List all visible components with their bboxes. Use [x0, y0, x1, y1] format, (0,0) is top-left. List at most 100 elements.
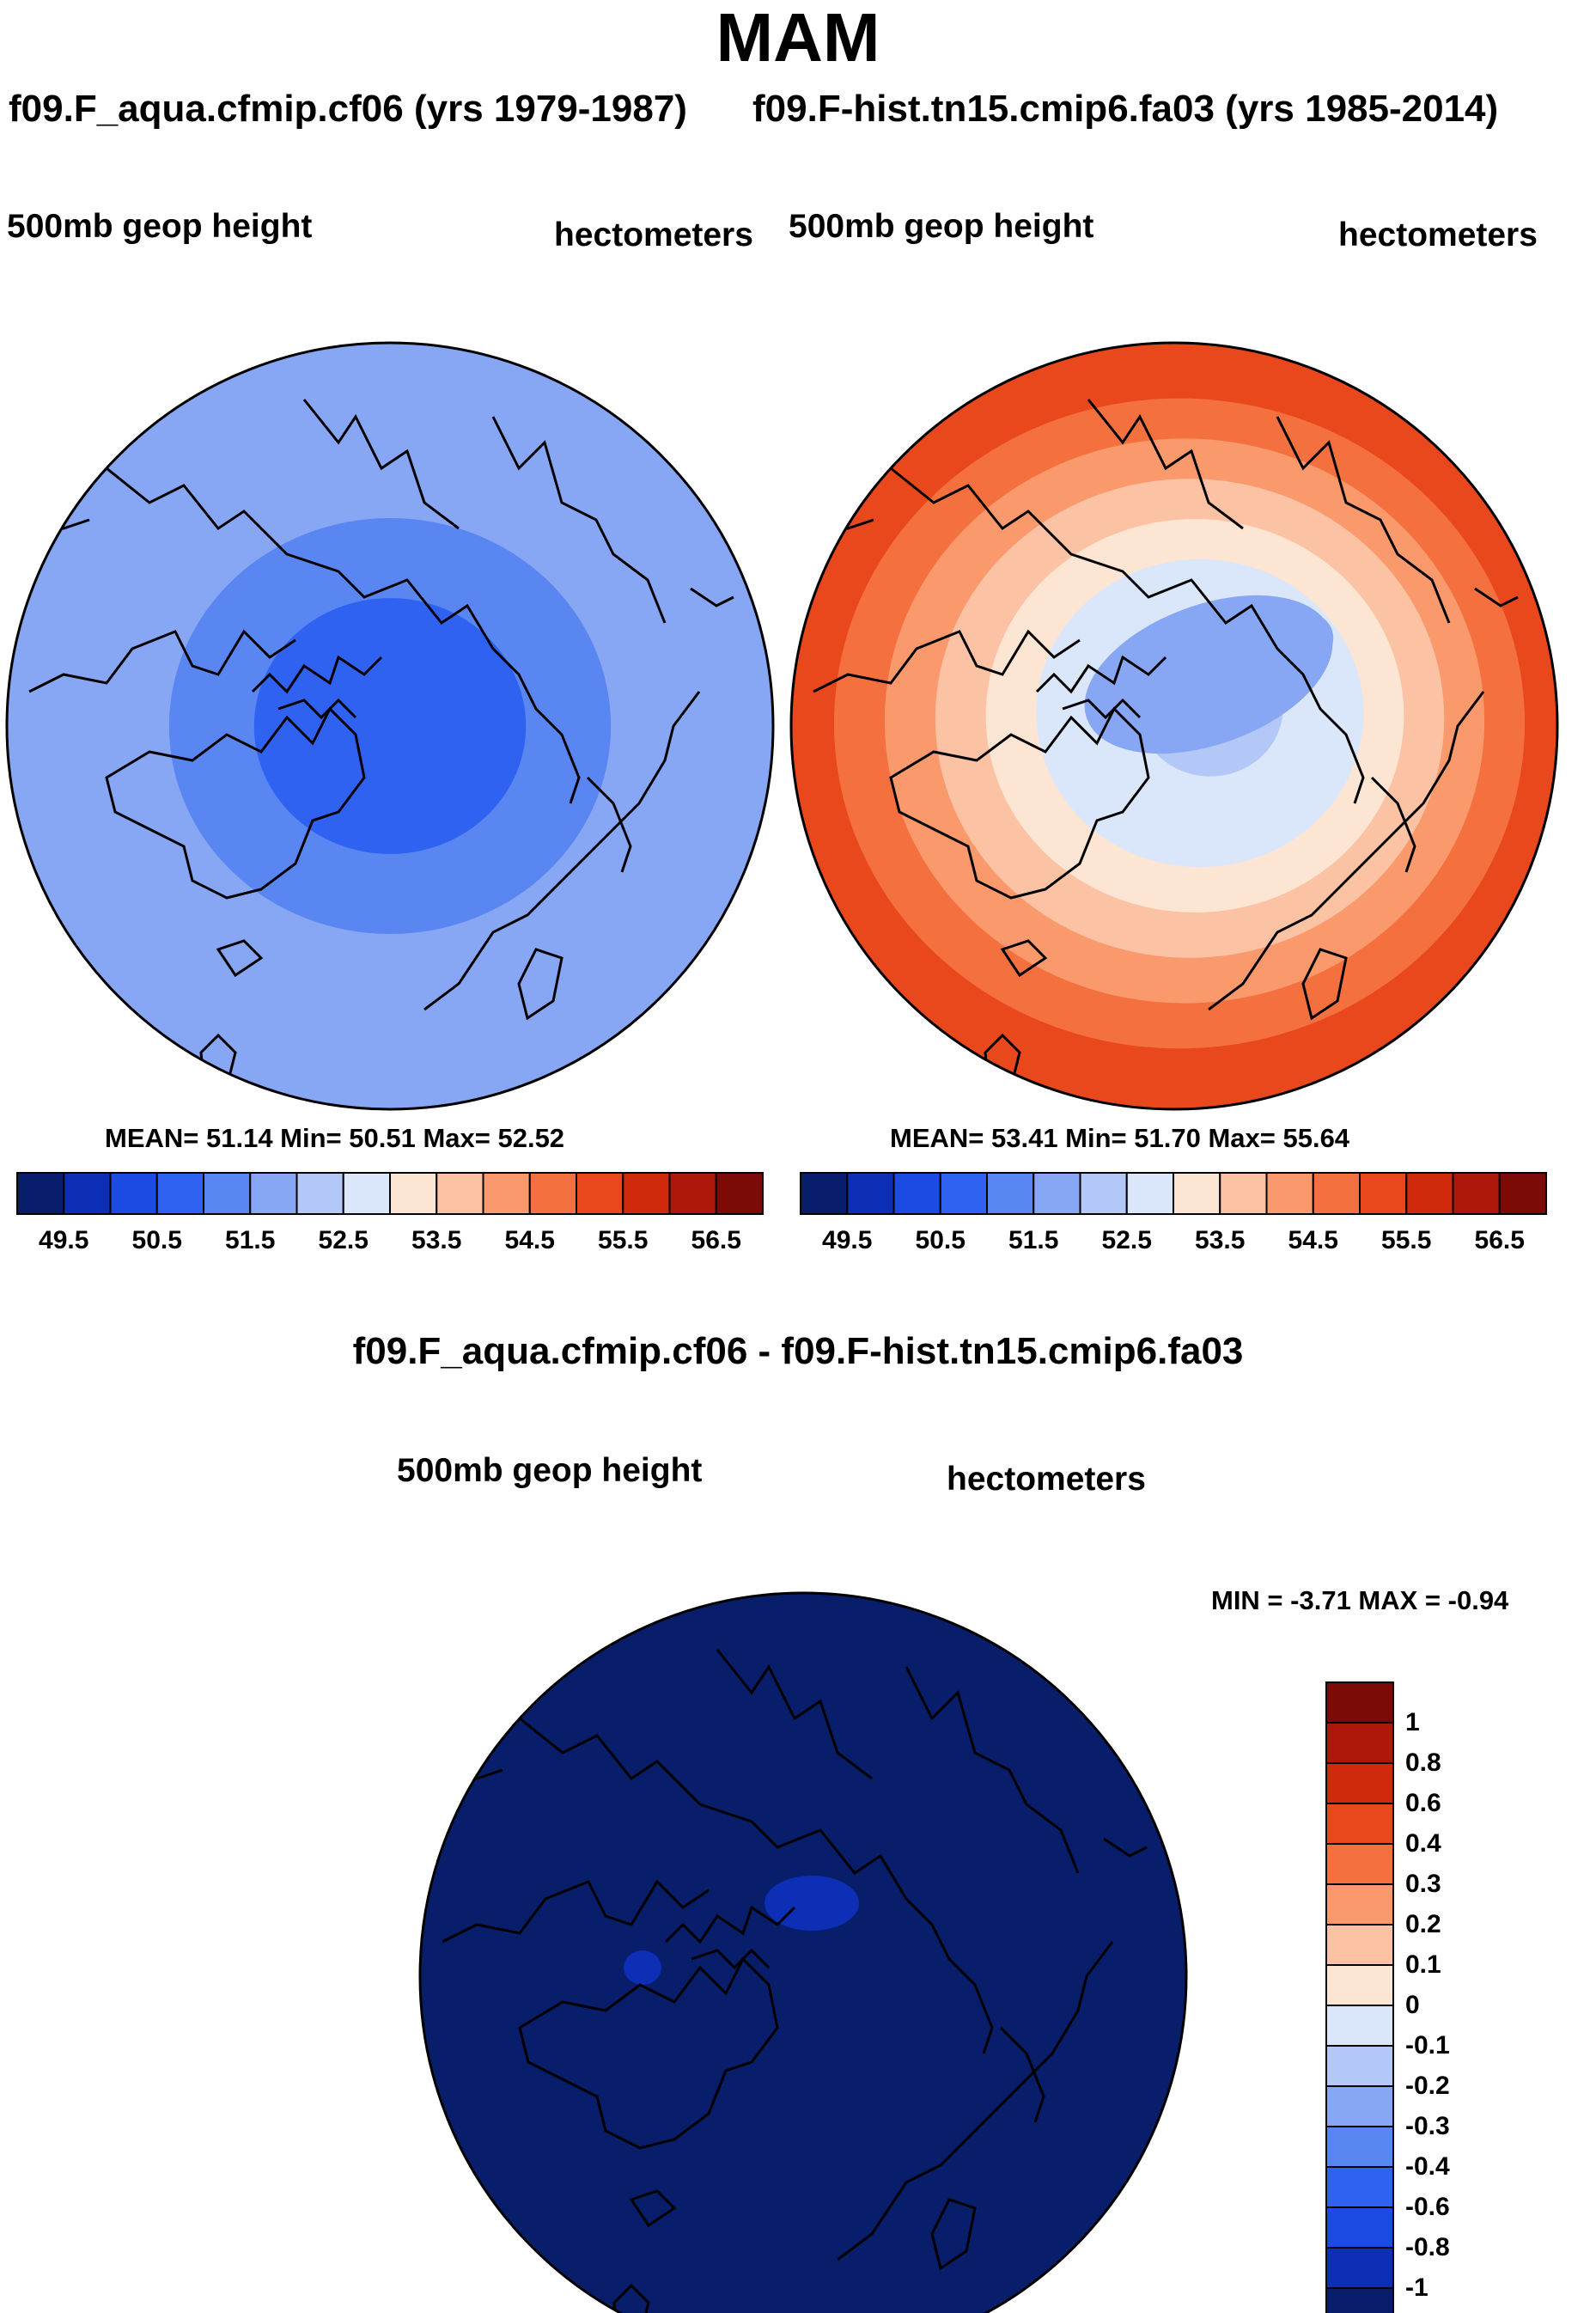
- colorbar3-tick-label: 0.1: [1405, 1950, 1441, 1979]
- colorbar3-box: [1325, 2005, 1394, 2047]
- main-title: MAM: [716, 0, 880, 76]
- colorbar2-tick-label: 49.5: [822, 1226, 873, 1254]
- colorbar3-tick-label: -0.6: [1405, 2193, 1450, 2221]
- colorbar1-box: [109, 1172, 158, 1215]
- colorbar3-box: [1325, 1722, 1394, 1764]
- colorbar3-box: [1325, 1883, 1394, 1925]
- colorbar1-box: [249, 1172, 298, 1215]
- colorbar2-tick-label: 50.5: [915, 1226, 966, 1254]
- colorbar2-box: [1312, 1172, 1361, 1215]
- colorbar2-box: [1452, 1172, 1501, 1215]
- colorbar3-box: [1325, 2126, 1394, 2168]
- colorbar3-box: [1325, 1964, 1394, 2006]
- diff-variable-label: 500mb geop height: [397, 1452, 703, 1489]
- colorbar3-tick-label: 0.3: [1405, 1870, 1441, 1898]
- colorbar1-box: [63, 1172, 112, 1215]
- colorbar3-box: [1325, 2085, 1394, 2127]
- colorbar1-tick-label: 51.5: [225, 1226, 276, 1254]
- colorbar2-tick-label: 51.5: [1008, 1226, 1059, 1254]
- colorbar3-box: [1325, 2045, 1394, 2087]
- diff-units-label: hectometers: [947, 1461, 1146, 1498]
- colorbar2-box: [1265, 1172, 1314, 1215]
- colorbar2-tick-label: 54.5: [1288, 1226, 1338, 1254]
- colorbar3-box: [1325, 2287, 1394, 2313]
- colorbar3-tick-label: -1: [1405, 2273, 1428, 2302]
- colorbar3-box: [1325, 2247, 1394, 2289]
- colorbar3-tick-label: -0.1: [1405, 2031, 1450, 2060]
- colorbar3-tick-label: 0.2: [1405, 1910, 1441, 1938]
- colorbar3-tick-label: 1: [1405, 1708, 1420, 1736]
- colorbar1-tick-label: 54.5: [504, 1226, 555, 1254]
- colorbar3-tick-label: -0.3: [1405, 2112, 1450, 2140]
- colorbar2-box: [800, 1172, 849, 1215]
- colorbar3-tick-label: -0.8: [1405, 2233, 1450, 2261]
- panel2-boundary: [789, 341, 1559, 1111]
- colorbar2-box: [1359, 1172, 1408, 1215]
- colorbar3-box: [1325, 1762, 1394, 1804]
- colorbar2-tick-label: 55.5: [1381, 1226, 1432, 1254]
- colorbar1-box: [576, 1172, 624, 1215]
- panel2-variable-label: 500mb geop height: [789, 208, 1094, 245]
- colorbar2-box: [1405, 1172, 1454, 1215]
- panel1-contour-band: [253, 598, 527, 854]
- colorbar1-tick-label: 49.5: [39, 1226, 89, 1254]
- colorbar3-tick-label: 0.4: [1405, 1829, 1441, 1858]
- colorbar2-box: [986, 1172, 1035, 1215]
- panel2-field: [791, 343, 1557, 1109]
- colorbar2-box: [846, 1172, 895, 1215]
- colorbar1-box: [715, 1172, 764, 1215]
- colorbar1-box: [668, 1172, 717, 1215]
- colorbar3-box: [1325, 1843, 1394, 1885]
- colorbar2-tick-label: 56.5: [1474, 1226, 1525, 1254]
- colorbar1-box: [482, 1172, 531, 1215]
- colorbar3-box: [1325, 2206, 1394, 2249]
- colorbar1-box: [155, 1172, 204, 1215]
- colorbar2-box: [1079, 1172, 1128, 1215]
- difference-title: f09.F_aqua.cfmip.cf06 - f09.F-hist.tn15.…: [352, 1330, 1244, 1372]
- colorbar3-tick-label: 0.6: [1405, 1789, 1441, 1817]
- panel2-center-band: [1180, 607, 1334, 706]
- colorbar1-box: [342, 1172, 391, 1215]
- colorbar3-box: [1325, 1681, 1394, 1724]
- colorbar1-box: [203, 1172, 252, 1215]
- panel1-case-title: f09.F_aqua.cfmip.cf06 (yrs 1979-1987): [9, 88, 687, 130]
- colorbar2-box: [1033, 1172, 1081, 1215]
- colorbar1-tick-label: 50.5: [131, 1226, 182, 1254]
- panel2-stats: MEAN= 53.41 Min= 51.70 Max= 55.64: [890, 1123, 1350, 1153]
- colorbar2-box: [1125, 1172, 1174, 1215]
- colorbar1-box: [436, 1172, 484, 1215]
- diff-minor-band: [624, 1950, 661, 1985]
- panel2-units-label: hectometers: [1338, 217, 1538, 253]
- diff-minor-band: [764, 1876, 859, 1931]
- colorbar3-tick-label: 0.8: [1405, 1748, 1441, 1777]
- diff-base-band: [420, 1593, 1186, 2313]
- panel1-field: [7, 343, 773, 1109]
- panel1-boundary: [5, 341, 775, 1111]
- diff-field: [420, 1593, 1186, 2313]
- colorbar2-tick-label: 52.5: [1101, 1226, 1152, 1254]
- colorbar3-tick-label: -0.2: [1405, 2072, 1450, 2100]
- colorbar1-box: [622, 1172, 671, 1215]
- diff-minmax: MIN = -3.71 MAX = -0.94: [1211, 1585, 1509, 1615]
- colorbar1-tick-label: 56.5: [691, 1226, 741, 1254]
- colorbar2-box: [939, 1172, 988, 1215]
- colorbar1-tick-label: 53.5: [411, 1226, 462, 1254]
- colorbar1-tick-label: 55.5: [598, 1226, 649, 1254]
- colorbar2-tick-label: 53.5: [1195, 1226, 1246, 1254]
- colorbar2-box: [1173, 1172, 1221, 1215]
- colorbar3-tick-label: -0.4: [1405, 2152, 1450, 2181]
- colorbar3-box: [1325, 2166, 1394, 2208]
- colorbar1-box: [295, 1172, 344, 1215]
- colorbar2-box: [1498, 1172, 1547, 1215]
- colorbar1-box: [389, 1172, 438, 1215]
- colorbar3-box: [1325, 1803, 1394, 1845]
- colorbar1-tick-label: 52.5: [318, 1226, 369, 1254]
- colorbar1-box: [528, 1172, 577, 1215]
- panel1-stats: MEAN= 51.14 Min= 50.51 Max= 52.52: [105, 1123, 565, 1153]
- panel1-units-label: hectometers: [554, 217, 753, 253]
- colorbar2-box: [1219, 1172, 1268, 1215]
- panel2-case-title: f09.F-hist.tn15.cmip6.fa03 (yrs 1985-201…: [752, 88, 1499, 130]
- panel1-variable-label: 500mb geop height: [7, 208, 313, 245]
- colorbar3-tick-label: 0: [1405, 1991, 1420, 2019]
